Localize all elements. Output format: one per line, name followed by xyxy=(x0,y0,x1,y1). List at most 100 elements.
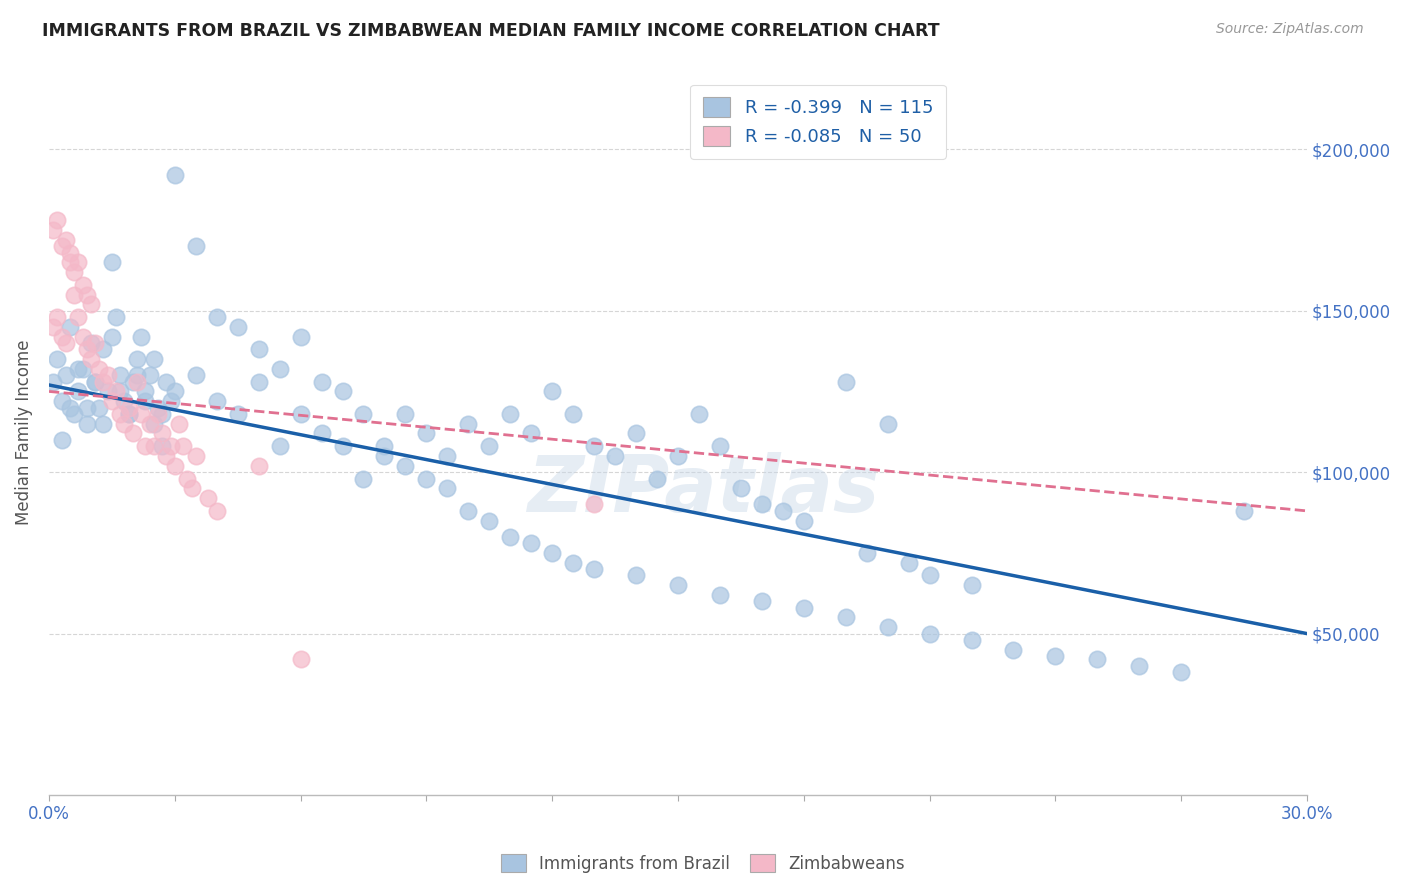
Point xyxy=(520,536,543,550)
Point xyxy=(730,481,752,495)
Point xyxy=(84,336,107,351)
Point xyxy=(709,588,731,602)
Text: IMMIGRANTS FROM BRAZIL VS ZIMBABWEAN MEDIAN FAMILY INCOME CORRELATION CHART: IMMIGRANTS FROM BRAZIL VS ZIMBABWEAN MED… xyxy=(42,22,939,40)
Point xyxy=(55,233,77,247)
Point xyxy=(311,375,333,389)
Point xyxy=(76,287,98,301)
Point xyxy=(121,375,143,389)
Point xyxy=(97,384,120,399)
Point xyxy=(1128,659,1150,673)
Point xyxy=(114,417,136,431)
Point xyxy=(205,310,228,325)
Point xyxy=(142,417,165,431)
Point xyxy=(197,491,219,505)
Point xyxy=(583,562,606,576)
Point xyxy=(172,439,194,453)
Point xyxy=(89,361,111,376)
Point xyxy=(46,310,69,325)
Point xyxy=(67,361,90,376)
Point xyxy=(226,407,249,421)
Point xyxy=(117,401,139,415)
Point xyxy=(59,401,82,415)
Point xyxy=(125,368,148,383)
Point xyxy=(110,407,132,421)
Point xyxy=(125,375,148,389)
Point xyxy=(583,439,606,453)
Point xyxy=(176,472,198,486)
Point xyxy=(1045,649,1067,664)
Point xyxy=(269,439,291,453)
Point xyxy=(129,329,152,343)
Point xyxy=(205,394,228,409)
Point xyxy=(478,514,501,528)
Point xyxy=(353,472,375,486)
Point xyxy=(101,394,124,409)
Point xyxy=(415,472,437,486)
Text: Source: ZipAtlas.com: Source: ZipAtlas.com xyxy=(1216,22,1364,37)
Point xyxy=(80,297,103,311)
Point xyxy=(415,426,437,441)
Point xyxy=(353,407,375,421)
Point xyxy=(134,439,156,453)
Point xyxy=(184,449,207,463)
Point xyxy=(918,626,941,640)
Point xyxy=(89,401,111,415)
Point xyxy=(76,401,98,415)
Point xyxy=(59,255,82,269)
Point xyxy=(150,407,173,421)
Point xyxy=(129,407,152,421)
Point xyxy=(457,417,479,431)
Point xyxy=(876,620,898,634)
Point xyxy=(142,352,165,367)
Point xyxy=(134,394,156,409)
Point xyxy=(159,394,181,409)
Point xyxy=(247,343,270,357)
Point xyxy=(269,361,291,376)
Point xyxy=(42,319,65,334)
Point xyxy=(72,361,94,376)
Point xyxy=(666,449,689,463)
Point xyxy=(499,530,522,544)
Point xyxy=(290,329,312,343)
Point xyxy=(436,449,458,463)
Point xyxy=(541,384,564,399)
Point xyxy=(134,384,156,399)
Point xyxy=(603,449,626,463)
Point xyxy=(110,384,132,399)
Point xyxy=(205,504,228,518)
Point xyxy=(960,633,983,648)
Point xyxy=(373,439,395,453)
Point xyxy=(80,352,103,367)
Point xyxy=(436,481,458,495)
Point xyxy=(478,439,501,453)
Point xyxy=(80,336,103,351)
Point xyxy=(876,417,898,431)
Point xyxy=(163,458,186,473)
Point xyxy=(84,375,107,389)
Point xyxy=(918,568,941,582)
Point xyxy=(93,417,115,431)
Point xyxy=(394,458,416,473)
Point xyxy=(51,394,73,409)
Point xyxy=(46,352,69,367)
Point xyxy=(142,439,165,453)
Point xyxy=(520,426,543,441)
Point xyxy=(63,265,86,279)
Point xyxy=(146,407,169,421)
Point xyxy=(159,439,181,453)
Legend: R = -0.399   N = 115, R = -0.085   N = 50: R = -0.399 N = 115, R = -0.085 N = 50 xyxy=(690,85,946,159)
Point xyxy=(772,504,794,518)
Point xyxy=(59,319,82,334)
Point xyxy=(290,407,312,421)
Point xyxy=(311,426,333,441)
Point xyxy=(562,407,585,421)
Point xyxy=(150,426,173,441)
Point xyxy=(105,384,128,399)
Point xyxy=(63,407,86,421)
Point xyxy=(624,568,647,582)
Point xyxy=(76,343,98,357)
Point xyxy=(42,223,65,237)
Y-axis label: Median Family Income: Median Family Income xyxy=(15,339,32,524)
Point xyxy=(793,514,815,528)
Point xyxy=(117,407,139,421)
